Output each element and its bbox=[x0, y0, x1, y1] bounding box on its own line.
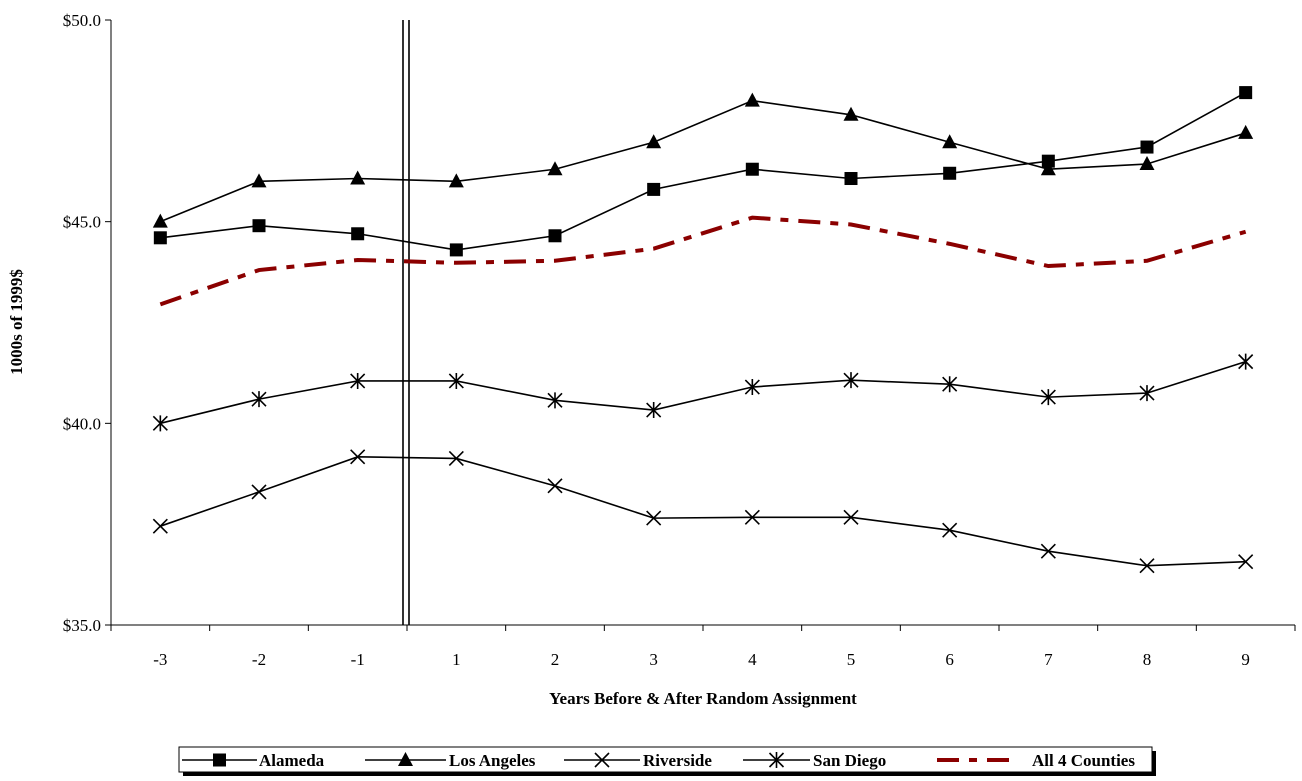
data-point-san-diego bbox=[448, 372, 464, 389]
legend-marker bbox=[398, 752, 413, 766]
data-point-alameda bbox=[1140, 140, 1154, 154]
data-point-alameda bbox=[844, 172, 858, 186]
x-ticks: -3 -2 -1 1 2 3 4 5 6 7 8 9 bbox=[110, 625, 1296, 669]
x-tick-label: 5 bbox=[847, 650, 856, 669]
data-point-alameda bbox=[449, 243, 463, 257]
y-tick-label: $35.0 bbox=[63, 616, 101, 635]
data-point-san-diego bbox=[152, 415, 168, 432]
legend-item-los-angeles: Los Angeles bbox=[365, 751, 536, 770]
data-point-alameda bbox=[351, 227, 365, 241]
plot-area: $35.0 $40.0 $45.0 $50.0 -3 -2 -1 1 2 3 4 5 6 7 8 9 bbox=[63, 11, 1296, 669]
legend-item-san-diego: San Diego bbox=[743, 751, 886, 770]
data-point-los-angeles bbox=[942, 134, 958, 149]
data-point-alameda bbox=[1041, 154, 1055, 168]
data-point-riverside bbox=[350, 449, 366, 465]
data-point-riverside bbox=[547, 478, 563, 494]
series-line-alameda bbox=[160, 91, 1247, 251]
data-point-riverside bbox=[251, 484, 267, 500]
series-riverside bbox=[152, 449, 1254, 574]
y-axis-title: 1000s of 1999$ bbox=[7, 269, 26, 375]
legend-label: Riverside bbox=[643, 751, 712, 770]
data-point-riverside bbox=[448, 450, 464, 466]
data-point-san-diego bbox=[744, 379, 760, 396]
legend-label: All 4 Counties bbox=[1032, 751, 1135, 770]
series-los-angeles bbox=[152, 92, 1254, 228]
data-point-san-diego bbox=[251, 391, 267, 408]
data-point-riverside bbox=[152, 518, 168, 534]
data-point-alameda bbox=[745, 162, 759, 176]
series-san-diego bbox=[152, 353, 1254, 432]
data-point-los-angeles bbox=[744, 92, 760, 107]
x-tick-label: -2 bbox=[252, 650, 266, 669]
data-point-san-diego bbox=[646, 402, 662, 419]
x-tick-label: -3 bbox=[153, 650, 167, 669]
legend-label: San Diego bbox=[813, 751, 886, 770]
legend-marker bbox=[213, 753, 226, 767]
series-layer bbox=[152, 86, 1254, 574]
data-point-los-angeles bbox=[350, 170, 366, 185]
data-point-los-angeles bbox=[448, 173, 464, 188]
series-line-san-diego bbox=[160, 360, 1246, 425]
legend-marker bbox=[594, 752, 610, 768]
data-point-alameda bbox=[1239, 86, 1253, 100]
data-point-los-angeles bbox=[251, 173, 267, 188]
series-all-4-counties bbox=[159, 215, 1247, 307]
data-point-san-diego bbox=[350, 372, 366, 389]
legend-label: Alameda bbox=[259, 751, 325, 770]
data-point-san-diego bbox=[1238, 353, 1254, 370]
data-point-riverside bbox=[843, 509, 859, 525]
series-line-all-4-counties bbox=[159, 215, 1247, 307]
data-point-los-angeles bbox=[1040, 161, 1056, 176]
series-line-los-angeles bbox=[160, 99, 1246, 223]
x-tick-label: 6 bbox=[945, 650, 954, 669]
data-point-los-angeles bbox=[1139, 155, 1155, 170]
random-assignment-marker bbox=[402, 20, 410, 625]
x-tick-label: 4 bbox=[748, 650, 757, 669]
data-point-riverside bbox=[1139, 558, 1155, 574]
data-point-alameda bbox=[153, 231, 167, 245]
data-point-san-diego bbox=[942, 376, 958, 393]
data-point-alameda bbox=[943, 166, 957, 180]
data-point-san-diego bbox=[843, 372, 859, 389]
x-axis-title: Years Before & After Random Assignment bbox=[549, 689, 857, 708]
x-tick-label: 3 bbox=[649, 650, 658, 669]
series-alameda bbox=[153, 86, 1253, 257]
legend-item-riverside: Riverside bbox=[564, 751, 712, 770]
legend-item-alameda: Alameda bbox=[182, 751, 325, 770]
y-tick-label: $40.0 bbox=[63, 414, 101, 433]
data-point-los-angeles bbox=[843, 106, 859, 121]
legend-item-all-4-counties: All 4 Counties bbox=[937, 751, 1135, 770]
x-tick-label: 9 bbox=[1241, 650, 1250, 669]
data-point-los-angeles bbox=[646, 134, 662, 149]
x-tick-label: 8 bbox=[1143, 650, 1152, 669]
data-point-san-diego bbox=[1139, 385, 1155, 402]
x-tick-label: 7 bbox=[1044, 650, 1053, 669]
y-tick-label: $45.0 bbox=[63, 213, 101, 232]
y-tick-label: $50.0 bbox=[63, 11, 101, 30]
y-ticks: $35.0 $40.0 $45.0 $50.0 bbox=[63, 11, 111, 635]
series-line-riverside bbox=[160, 456, 1246, 567]
data-point-alameda bbox=[252, 219, 266, 233]
x-tick-label: 1 bbox=[452, 650, 461, 669]
x-tick-label: -1 bbox=[351, 650, 365, 669]
legend: Alameda Los Angeles Riverside San Diego All … bbox=[178, 746, 1156, 776]
data-point-alameda bbox=[548, 229, 562, 243]
data-point-riverside bbox=[744, 509, 760, 525]
data-point-los-angeles bbox=[152, 213, 168, 228]
data-point-alameda bbox=[647, 182, 661, 196]
data-point-riverside bbox=[1040, 543, 1056, 559]
data-point-los-angeles bbox=[1238, 124, 1254, 139]
data-point-san-diego bbox=[1040, 389, 1056, 406]
x-tick-label: 2 bbox=[551, 650, 560, 669]
data-point-san-diego bbox=[547, 392, 563, 409]
legend-marker bbox=[768, 752, 785, 768]
data-point-los-angeles bbox=[547, 161, 563, 176]
legend-label: Los Angeles bbox=[449, 751, 536, 770]
data-point-riverside bbox=[1238, 554, 1254, 570]
data-point-riverside bbox=[646, 510, 662, 526]
data-point-riverside bbox=[942, 522, 958, 538]
